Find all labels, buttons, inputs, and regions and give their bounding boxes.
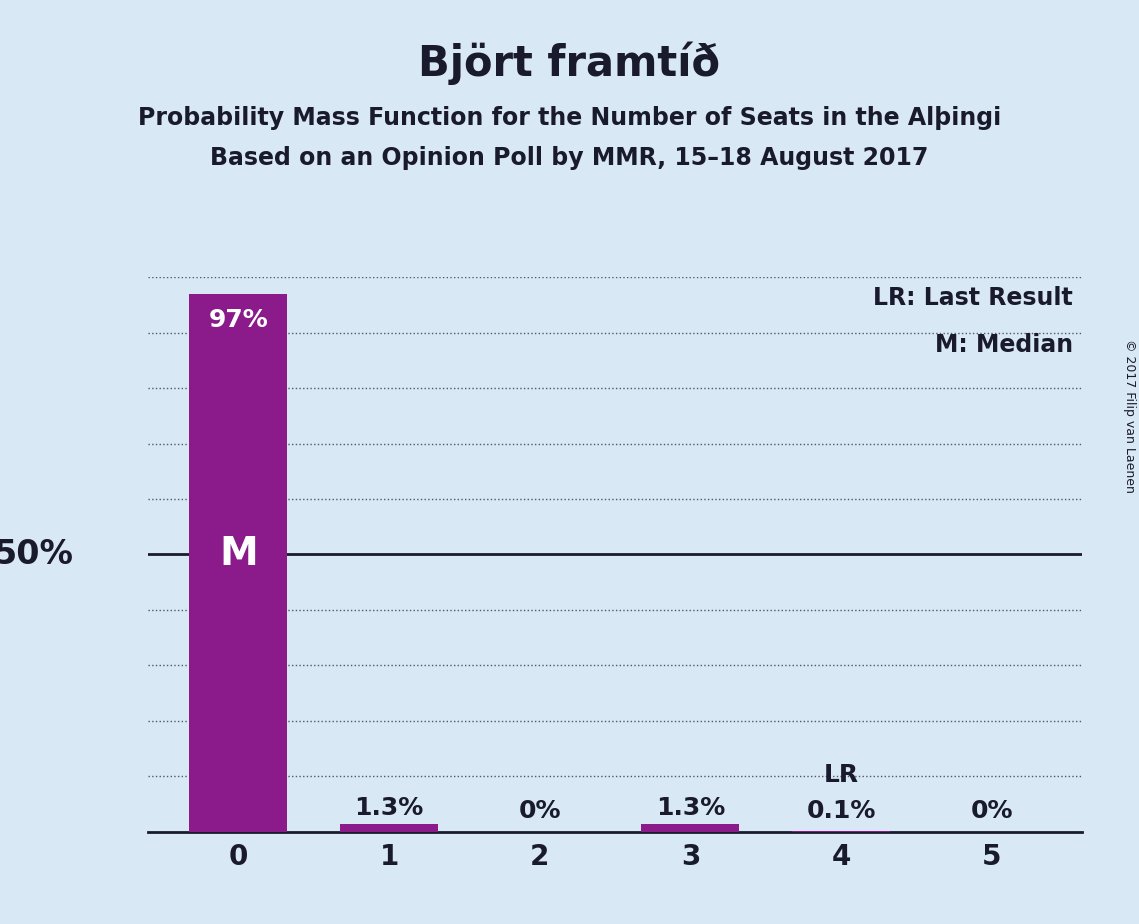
- Bar: [189, 294, 287, 832]
- Text: 0.1%: 0.1%: [806, 799, 876, 823]
- Text: 1.3%: 1.3%: [354, 796, 424, 820]
- Bar: [341, 824, 439, 832]
- Text: 50%: 50%: [0, 538, 73, 571]
- Text: 1.3%: 1.3%: [656, 796, 726, 820]
- Text: © 2017 Filip van Laenen: © 2017 Filip van Laenen: [1123, 339, 1137, 492]
- Text: M: M: [219, 535, 257, 574]
- Text: Björt framtíð: Björt framtíð: [418, 42, 721, 85]
- Text: 97%: 97%: [208, 308, 269, 332]
- Text: Probability Mass Function for the Number of Seats in the Alþingi: Probability Mass Function for the Number…: [138, 106, 1001, 130]
- Text: Based on an Opinion Poll by MMR, 15–18 August 2017: Based on an Opinion Poll by MMR, 15–18 A…: [211, 146, 928, 170]
- Text: LR: Last Result: LR: Last Result: [872, 286, 1073, 310]
- Text: M: Median: M: Median: [935, 333, 1073, 357]
- Text: 0%: 0%: [970, 799, 1013, 823]
- Text: 0%: 0%: [518, 799, 562, 823]
- Bar: [641, 824, 739, 832]
- Text: LR: LR: [823, 763, 859, 787]
